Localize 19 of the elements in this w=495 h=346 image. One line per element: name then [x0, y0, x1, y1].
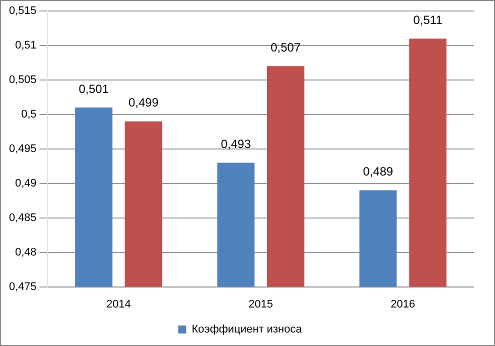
- y-tick-label: 0,515: [8, 5, 37, 18]
- x-tick-label: 2014: [106, 298, 131, 310]
- y-tick-label: 0,475: [8, 280, 37, 293]
- data-label: 0,493: [220, 137, 252, 152]
- y-tick-label: 0,49: [15, 177, 37, 190]
- x-tick-label: 2016: [390, 298, 416, 310]
- x-tick-label: 2015: [248, 298, 274, 310]
- data-label: 0,489: [363, 164, 394, 179]
- legend-label: Коэффициент износа: [192, 324, 303, 336]
- y-tick-label: 0,51: [15, 40, 37, 52]
- y-tick-label: 0,505: [8, 74, 37, 86]
- data-label: 0,511: [413, 12, 443, 27]
- y-tick-label: 0,495: [8, 142, 37, 155]
- data-label: 0,499: [128, 96, 159, 110]
- y-tick-label: 0,48: [15, 246, 37, 258]
- y-tick-label: 0,485: [8, 212, 37, 224]
- data-label: 0,501: [78, 82, 110, 96]
- data-label: 0,507: [270, 40, 301, 54]
- y-tick-label: 0,5: [21, 108, 37, 120]
